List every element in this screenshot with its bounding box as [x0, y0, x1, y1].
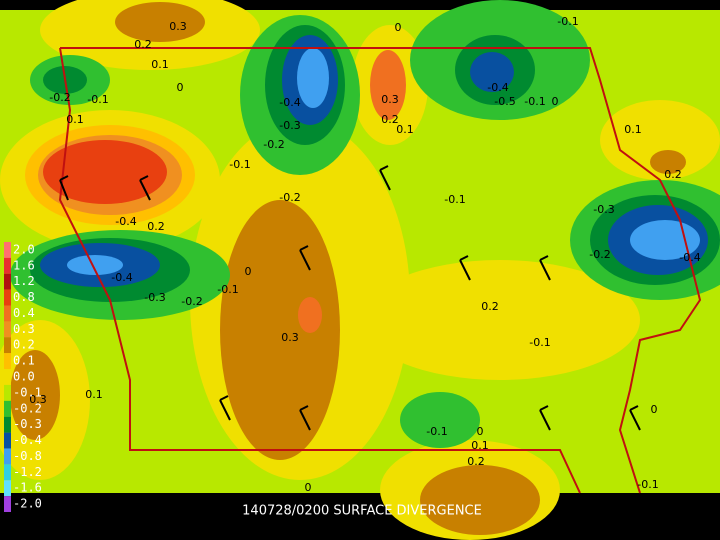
contour-label: 0.1 — [151, 58, 169, 71]
legend-swatch — [4, 337, 11, 354]
contour-label: 0 — [552, 95, 559, 108]
legend: 2.0 1.6 1.2 0.8 0.4 0.3 0.2 0.1 0.0-0.1 -0.2 -0.3 -… — [4, 242, 42, 512]
contour-label: -0.1 — [557, 15, 578, 28]
contour-label: -0.1 — [637, 478, 658, 491]
contour-label: -0.4 — [679, 251, 700, 264]
contour-label: -0.2 — [263, 138, 284, 151]
legend-swatch — [4, 496, 11, 512]
legend-swatch — [4, 242, 11, 258]
legend-swatch — [4, 480, 11, 497]
contour-label: 0.3 — [281, 331, 299, 344]
legend-swatch — [4, 353, 11, 370]
contour-label: 0.1 — [66, 113, 84, 126]
legend-swatch — [4, 448, 11, 465]
legend-label: -1.2 — [13, 465, 42, 479]
contour-label: 0.2 — [664, 168, 682, 181]
contour-label: -0.2 — [49, 91, 70, 104]
legend-swatch — [4, 369, 11, 385]
contour-label: -0.3 — [279, 119, 300, 132]
contour-label: 0 — [395, 21, 402, 34]
legend-label: -0.8 — [13, 449, 42, 463]
contour-label: 0 — [245, 265, 252, 278]
state-border — [58, 47, 581, 494]
legend-label: 0.8 — [13, 290, 35, 304]
contour-label: 0.2 — [147, 220, 165, 233]
legend-label: -2.0 — [13, 497, 42, 511]
legend-swatch — [4, 384, 11, 401]
legend-swatch — [4, 273, 11, 290]
contour-label: -0.5 — [494, 95, 515, 108]
contour-label: 0.1 — [396, 123, 414, 136]
contour-label: -0.2 — [279, 191, 300, 204]
contour-label: -0.2 — [181, 295, 202, 308]
legend-swatch — [4, 289, 11, 306]
legend-swatch — [4, 400, 11, 417]
legend-label: 2.0 — [13, 242, 35, 256]
contour-label: 0.3 — [29, 393, 47, 406]
contour-label: 0.3 — [169, 20, 187, 33]
legend-label: 1.2 — [13, 274, 35, 288]
contour-label: -0.1 — [426, 425, 447, 438]
legend-label: -1.6 — [13, 481, 42, 495]
contour-label: 0 — [177, 81, 184, 94]
contour-label: 0.2 — [467, 455, 485, 468]
wind-barbs — [59, 165, 641, 431]
contour-label: -0.4 — [115, 215, 136, 228]
contour-label: -0.1 — [217, 283, 238, 296]
contour-label: 0.2 — [481, 300, 499, 313]
legend-label: 1.6 — [13, 258, 35, 272]
legend-label: 0.0 — [13, 370, 35, 384]
caption: 140728/0200 SURFACE DIVERGENCE — [242, 504, 482, 519]
contour-label: -0.3 — [144, 291, 165, 304]
contour-label: -0.3 — [593, 203, 614, 216]
legend-label: -0.2 — [13, 401, 42, 415]
contour-label: -0.2 — [589, 248, 610, 261]
contour-label: -0.1 — [229, 158, 250, 171]
legend-swatch — [4, 416, 11, 433]
contour-label: 0 — [477, 425, 484, 438]
contour-label: 0.1 — [471, 439, 489, 452]
legend-swatch — [4, 257, 11, 274]
legend-label: 0.3 — [13, 322, 35, 336]
contour-label: -0.1 — [524, 95, 545, 108]
contour-labels: 0.30.20.10-0.2 -0.10.10 -0.1-0.4-0.3-0.20.… — [29, 15, 700, 494]
legend-label: 0.1 — [13, 354, 35, 368]
contour-label: -0.4 — [111, 271, 132, 284]
contour-label: -0.4 — [279, 96, 300, 109]
legend-swatch — [4, 305, 11, 322]
contour-label: -0.1 — [529, 336, 550, 349]
contour-label: 0 — [651, 403, 658, 416]
legend-label: -0.1 — [13, 385, 42, 399]
contour-label: -0.4 — [487, 81, 508, 94]
contour-label: 0.1 — [624, 123, 642, 136]
contour-label: -0.1 — [444, 193, 465, 206]
contour-label: 0.3 — [381, 93, 399, 106]
legend-label: 0.4 — [13, 306, 35, 320]
contour-label: -0.1 — [87, 93, 108, 106]
legend-label: -0.3 — [13, 417, 42, 431]
legend-label: 0.2 — [13, 338, 35, 352]
contour-label: 0.2 — [134, 38, 152, 51]
contour-label: 0 — [305, 481, 312, 494]
contour-label: 0.1 — [85, 388, 103, 401]
legend-label: -0.4 — [13, 433, 42, 447]
legend-swatch — [4, 432, 11, 449]
contour-label: 0.2 — [381, 113, 399, 126]
legend-swatch — [4, 321, 11, 338]
state-border — [60, 47, 702, 494]
legend-swatch — [4, 464, 11, 481]
